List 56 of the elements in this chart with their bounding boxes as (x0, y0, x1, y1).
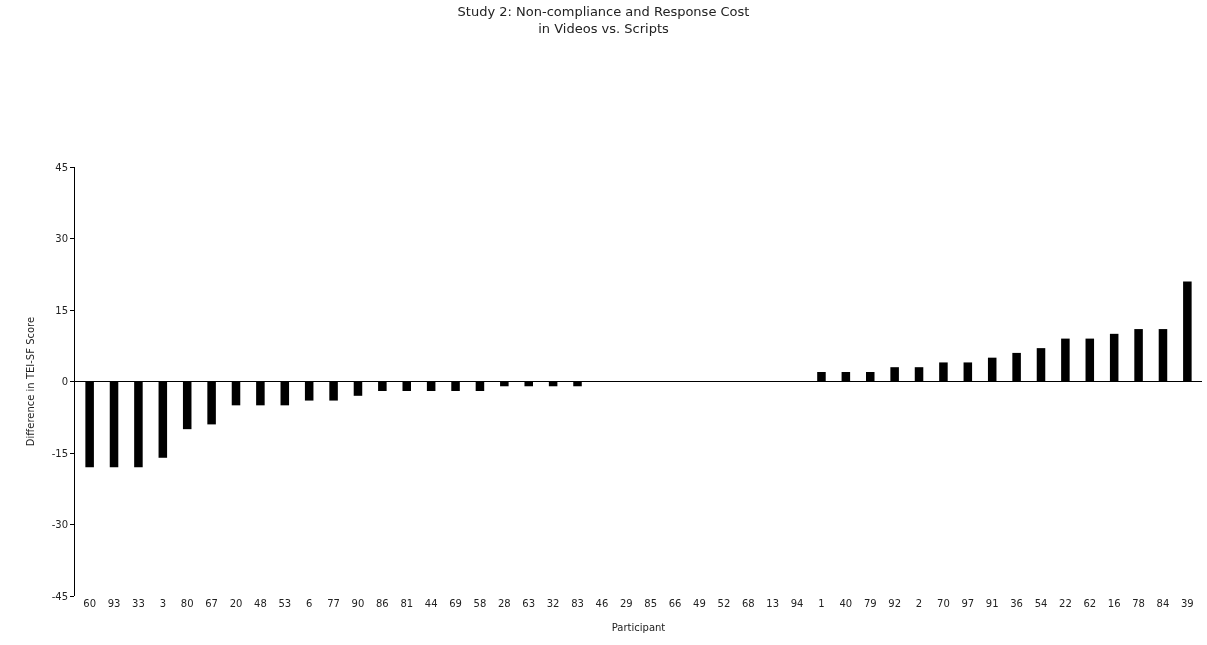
x-tick-label: 6 (305, 598, 313, 609)
x-tick-label: 66 (668, 598, 682, 609)
x-tick-label: 94 (790, 598, 804, 609)
x-tick-label: 93 (107, 598, 121, 609)
x-tick-label: 49 (693, 598, 706, 609)
x-tick-label: 68 (741, 598, 755, 609)
x-tick-label: 85 (644, 598, 658, 609)
x-tick-label: 29 (619, 598, 633, 609)
y-tick-label: -15 (51, 447, 68, 459)
x-tick-label: 62 (1083, 598, 1097, 609)
x-tick-label: 84 (1156, 598, 1170, 609)
x-tick-label: 3 (159, 598, 167, 609)
x-axis-title: Participant (611, 621, 666, 633)
x-tick-label: 40 (839, 598, 853, 609)
x-tick-label: 13 (766, 598, 780, 609)
x-tick-label: 58 (473, 598, 487, 609)
x-tick-label: 39 (1180, 598, 1194, 609)
x-tick-label: 54 (1034, 598, 1048, 609)
y-tick-label: -45 (51, 590, 68, 602)
y-tick-label: 30 (55, 233, 68, 244)
x-tick-label: 2 (915, 598, 923, 609)
x-tick-label: 81 (400, 598, 414, 609)
x-tick-label: 90 (351, 598, 365, 609)
x-tick-label: 86 (375, 598, 389, 609)
chart-title: Study 2: Non-compliance and Response Cost in Videos vs. Scripts (457, 4, 750, 37)
x-tick-label: 79 (863, 598, 877, 609)
x-tick-label: 91 (985, 598, 999, 609)
x-tick-label: 69 (449, 598, 462, 609)
x-tick-label: 20 (229, 598, 243, 609)
x-tick-label: 80 (180, 598, 194, 609)
y-tick-label: -30 (51, 519, 68, 530)
y-axis-title: Difference in TEI-SF Score (24, 316, 36, 447)
x-tick-label: 46 (595, 598, 609, 609)
x-tick-label: 67 (205, 598, 218, 609)
x-tick-label: 63 (522, 598, 536, 609)
x-tick-label: 70 (937, 598, 950, 609)
x-tick-label: 60 (83, 598, 97, 609)
x-tick-label: 48 (254, 598, 267, 609)
x-tick-label: 22 (1059, 598, 1072, 609)
x-tick-label: 33 (132, 598, 145, 609)
x-tick-label: 44 (424, 598, 438, 609)
x-tick-label: 92 (888, 598, 902, 609)
x-tick-label: 52 (717, 598, 731, 609)
y-tick-label: 15 (55, 304, 68, 316)
x-tick-label: 53 (278, 598, 292, 609)
y-tick-label: 0 (61, 376, 68, 387)
x-tick-label: 28 (497, 598, 511, 609)
x-tick-label: 1 (818, 598, 825, 609)
x-tick-label: 78 (1132, 598, 1145, 609)
x-tick-label: 97 (961, 598, 975, 609)
x-tick-label: 83 (571, 598, 584, 609)
y-tick-label: 45 (55, 161, 68, 173)
x-tick-label: 16 (1107, 598, 1121, 609)
x-tick-label: 36 (1010, 598, 1023, 609)
x-tick-label: 32 (546, 598, 560, 609)
x-tick-label: 77 (327, 598, 340, 609)
